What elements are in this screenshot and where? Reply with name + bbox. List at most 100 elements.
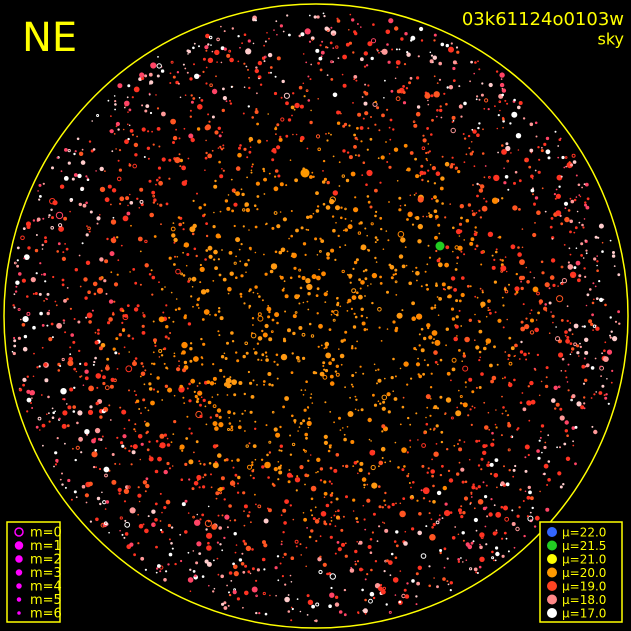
star bbox=[513, 181, 516, 185]
star bbox=[61, 357, 65, 362]
star bbox=[444, 262, 449, 268]
star bbox=[355, 371, 357, 374]
star bbox=[242, 208, 246, 212]
star bbox=[494, 423, 497, 426]
star bbox=[189, 359, 193, 363]
star bbox=[159, 570, 162, 573]
star bbox=[250, 332, 257, 339]
star bbox=[491, 375, 497, 381]
star bbox=[309, 175, 313, 179]
star bbox=[61, 472, 63, 475]
star bbox=[275, 432, 281, 438]
star bbox=[416, 105, 421, 109]
star bbox=[459, 402, 463, 405]
star bbox=[352, 465, 355, 467]
star bbox=[336, 19, 341, 23]
star bbox=[482, 506, 487, 511]
star bbox=[457, 558, 461, 561]
star bbox=[504, 175, 509, 179]
star bbox=[203, 473, 207, 477]
star bbox=[189, 226, 196, 233]
star bbox=[475, 244, 479, 248]
star bbox=[517, 149, 520, 151]
star bbox=[389, 574, 392, 577]
star bbox=[565, 456, 571, 461]
star bbox=[188, 277, 192, 281]
star bbox=[119, 406, 122, 409]
star bbox=[138, 408, 141, 410]
star bbox=[440, 440, 444, 444]
star bbox=[306, 406, 310, 409]
star bbox=[584, 337, 589, 342]
star bbox=[127, 204, 129, 207]
star bbox=[248, 229, 250, 231]
star bbox=[415, 595, 418, 598]
star bbox=[388, 165, 392, 169]
star bbox=[254, 285, 258, 289]
star bbox=[398, 48, 401, 51]
star bbox=[231, 209, 235, 213]
star bbox=[156, 107, 160, 110]
star bbox=[479, 216, 483, 219]
star bbox=[356, 340, 358, 343]
star bbox=[271, 158, 275, 162]
star bbox=[360, 280, 365, 285]
star bbox=[159, 520, 162, 522]
star bbox=[211, 149, 214, 152]
star bbox=[439, 549, 443, 552]
star bbox=[549, 225, 553, 229]
star bbox=[596, 260, 599, 263]
star bbox=[154, 344, 157, 347]
star bbox=[382, 400, 386, 404]
star bbox=[450, 307, 455, 311]
star bbox=[583, 325, 586, 328]
star bbox=[423, 336, 427, 341]
star bbox=[319, 237, 322, 240]
star bbox=[349, 396, 351, 399]
star bbox=[160, 69, 165, 73]
star bbox=[357, 154, 361, 157]
star bbox=[291, 252, 294, 255]
star bbox=[107, 99, 110, 102]
star bbox=[384, 377, 386, 380]
star bbox=[165, 570, 168, 573]
star bbox=[270, 71, 272, 74]
star bbox=[96, 216, 101, 221]
star bbox=[333, 468, 338, 473]
star bbox=[456, 256, 460, 259]
star bbox=[518, 506, 521, 509]
star bbox=[249, 474, 252, 477]
star bbox=[168, 158, 172, 162]
star bbox=[515, 133, 522, 139]
star bbox=[209, 83, 213, 87]
star bbox=[378, 326, 381, 329]
star bbox=[478, 183, 481, 186]
star bbox=[195, 440, 199, 444]
star bbox=[119, 529, 121, 532]
star bbox=[452, 60, 457, 65]
star bbox=[257, 312, 262, 317]
star bbox=[32, 219, 36, 222]
star bbox=[364, 528, 367, 531]
star bbox=[99, 502, 102, 506]
star bbox=[255, 66, 258, 69]
star bbox=[151, 509, 156, 514]
star bbox=[471, 210, 474, 212]
star bbox=[483, 176, 486, 179]
star bbox=[109, 419, 112, 421]
star bbox=[346, 301, 349, 304]
star bbox=[162, 348, 165, 351]
star bbox=[298, 268, 302, 272]
star bbox=[41, 248, 44, 250]
star bbox=[287, 610, 291, 613]
star bbox=[540, 149, 544, 153]
star bbox=[75, 496, 78, 499]
star bbox=[59, 365, 62, 367]
star bbox=[250, 171, 253, 174]
star bbox=[251, 116, 254, 119]
star bbox=[306, 147, 309, 150]
star bbox=[331, 357, 335, 362]
star bbox=[294, 102, 300, 109]
star bbox=[422, 497, 426, 500]
